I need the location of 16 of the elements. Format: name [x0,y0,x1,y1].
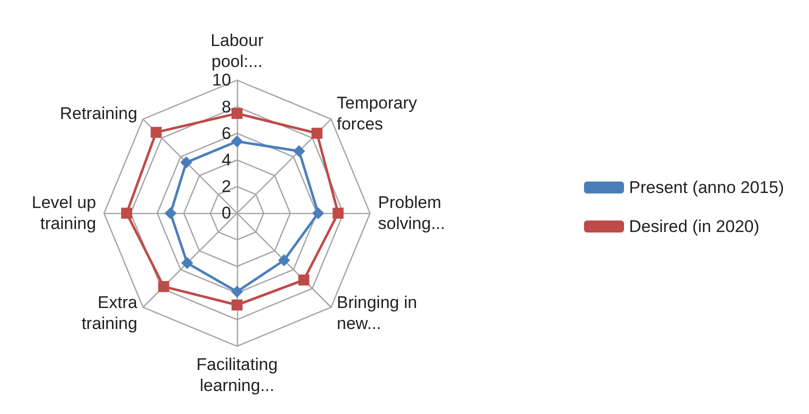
spoke-label: Level up training [32,193,96,234]
spoke-label: Problem solving... [378,193,446,234]
y-tick-label: 10 [212,70,232,90]
y-tick-label: 8 [222,97,232,116]
spoke-label: Bringing in new... [336,292,418,333]
spoke-label: Facilitating learning... [196,355,278,396]
spoke-label: Retraining [60,104,138,124]
spoke-label: Extra training [82,292,138,333]
legend-label: Present (anno 2015) [629,178,784,197]
legend-label: Desired (in 2020) [629,217,760,236]
spoke-label: Labour pool:... [210,31,264,72]
y-tick-label: 6 [222,124,232,143]
spoke-label: Temporary forces [336,94,418,134]
y-tick-label: 4 [222,150,232,170]
y-tick-label: 2 [222,177,232,196]
y-tick-label: 0 [222,204,232,223]
